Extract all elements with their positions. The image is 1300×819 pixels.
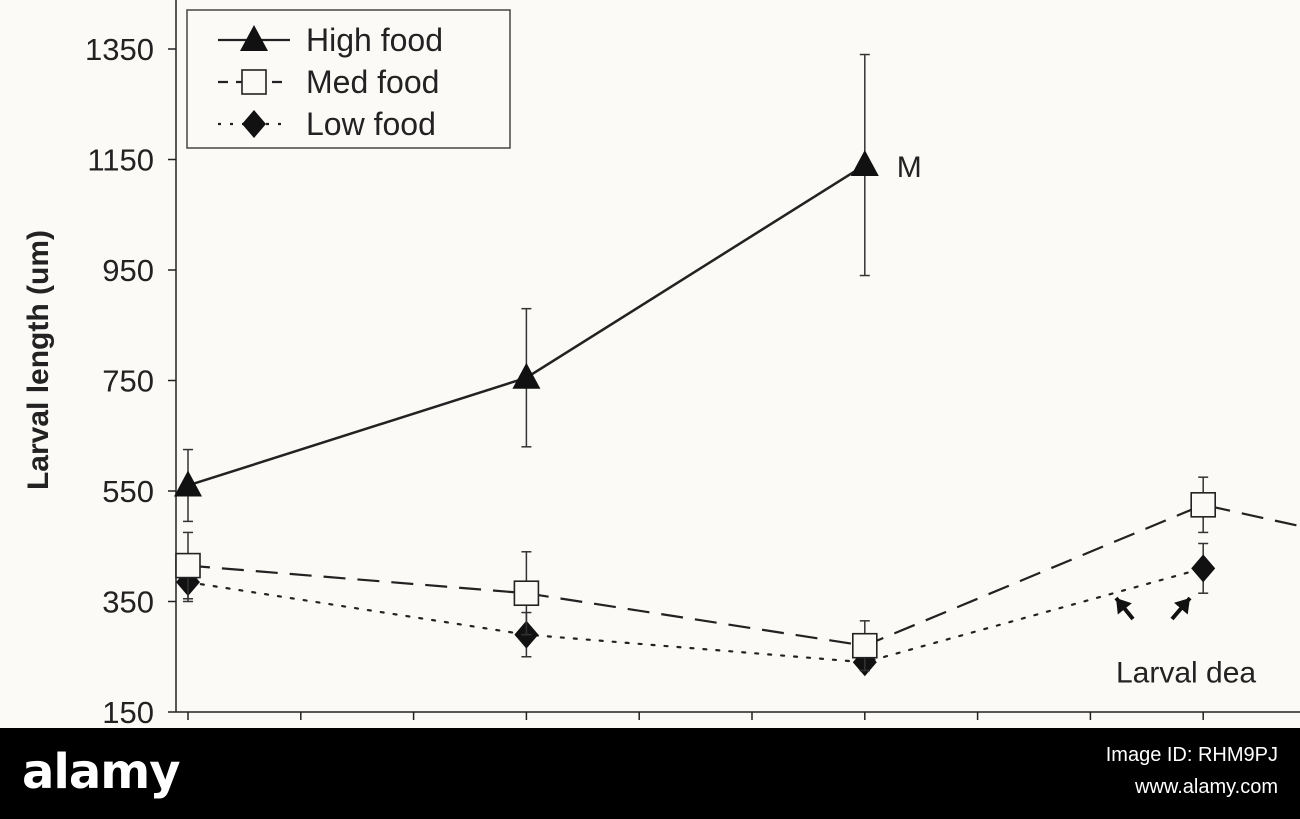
series-layer [174, 53, 1300, 677]
data-point-square [851, 632, 878, 659]
y-tick-label: 1150 [87, 143, 154, 178]
annotation-arrows [1114, 596, 1192, 621]
brand-logo: alamy [22, 744, 181, 800]
data-point-square [513, 580, 540, 607]
image-id: Image ID: RHM9PJ [1105, 744, 1278, 766]
data-point-triangle [850, 150, 879, 177]
watermark-footer: alamy Image ID: RHM9PJ www.alamy.com [0, 728, 1300, 819]
data-point-diamond [242, 110, 266, 138]
line-chart: 150 350 550 750 950 1150 1350 High food Med foo… [22, 0, 1300, 728]
data-point-square [175, 552, 201, 579]
legend-label: Med food [306, 64, 439, 100]
arrow-head [1116, 598, 1132, 615]
series-high-food [174, 53, 879, 523]
arrow-head [1174, 598, 1190, 615]
y-tick-label: 550 [102, 474, 154, 509]
legend-label: High food [306, 22, 443, 58]
data-point-square [241, 69, 267, 95]
data-point-triangle [512, 362, 541, 389]
y-tick-label: 1350 [85, 32, 154, 67]
axes: 150 350 550 750 950 1150 1350 [85, 0, 1300, 728]
y-tick-label: 350 [102, 585, 154, 620]
annotation-m: M [897, 151, 922, 184]
data-point-triangle [174, 470, 202, 497]
legend-label: Low food [306, 106, 436, 142]
legend-box [186, 9, 511, 149]
y-tick-label: 750 [102, 364, 154, 399]
series-low-food [176, 542, 1216, 677]
y-tick-label: 950 [102, 253, 154, 288]
series-med-food [175, 476, 1300, 672]
y-tick-label: 150 [102, 695, 154, 728]
data-point-square [1190, 492, 1216, 518]
y-axis-label: Larval length (um) [22, 230, 55, 490]
data-point-diamond [1191, 554, 1216, 583]
series-line [187, 503, 1300, 647]
site-url: www.alamy.com [1135, 776, 1278, 798]
data-point-triangle [240, 25, 268, 51]
annotation-larval-death: Larval dea [1116, 656, 1256, 689]
legend: High food Med food Low food [186, 9, 511, 149]
series-line [186, 567, 1205, 664]
